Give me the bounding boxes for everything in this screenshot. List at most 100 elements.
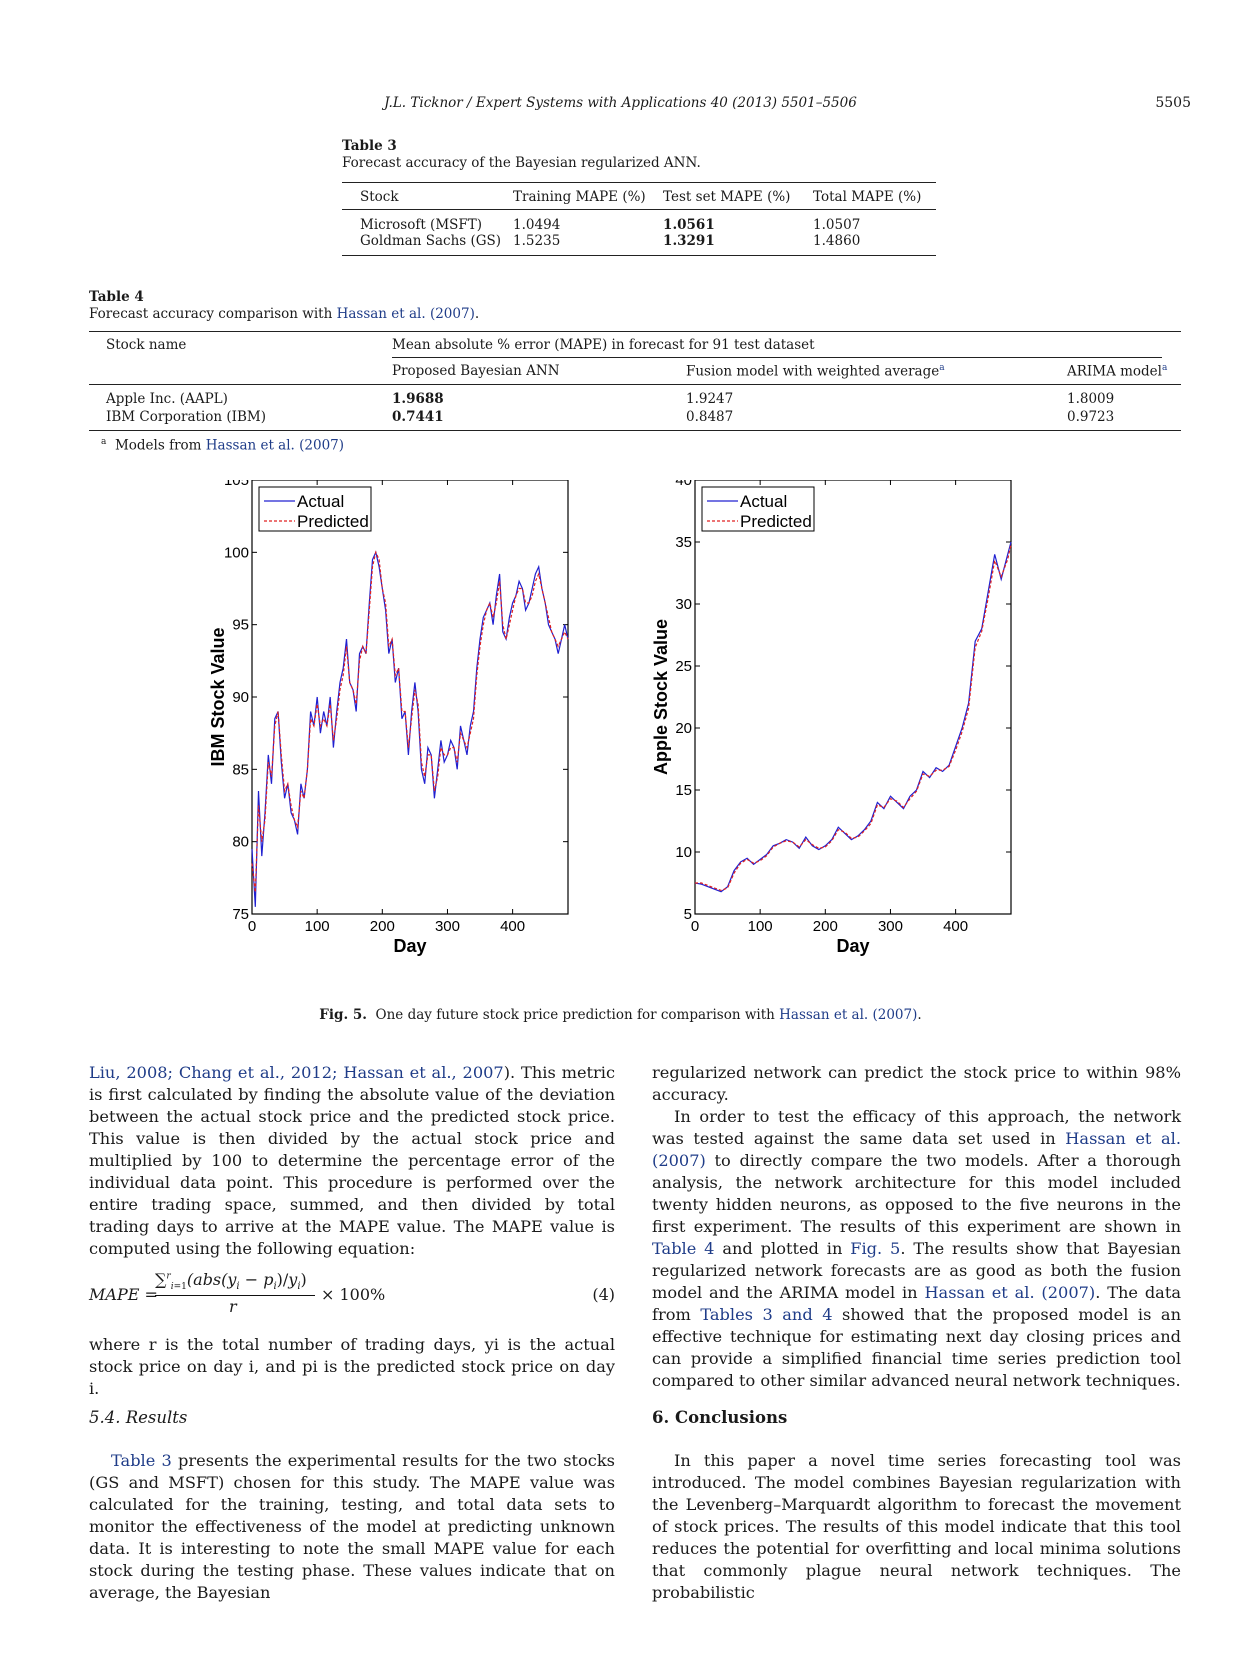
x-tick-label: 300 [435,918,460,935]
x-tick-label: 400 [500,918,525,935]
table4-col-ann: 1.9688 0.7441 [392,390,444,426]
series-line-predicted [251,550,569,893]
table4-col-fusion: 1.9247 0.8487 [686,390,733,426]
legend-label: Actual [297,492,344,511]
citation-link[interactable]: Hassan et al. (2007) [924,1283,1096,1302]
table3-cell: 1.5235 [513,233,561,249]
paragraph-text: to directly compare the two models. Afte… [652,1151,1181,1236]
y-tick-label: 80 [232,834,249,851]
table4-cell: 1.8009 [1067,391,1115,407]
table3-header: Total MAPE (%) [813,189,922,205]
table-link[interactable]: Table 3 [111,1451,172,1470]
citation-link[interactable]: Hassan et al. (2007) [779,1007,918,1023]
table4-subheader-text: Fusion model with weighted average [686,363,940,380]
table4-stock-header: Stock name [106,337,187,353]
legend-label: Predicted [740,512,812,531]
citation-link[interactable]: Hassan et al. (2007) [652,1129,1181,1170]
table-link[interactable]: Table 4 [652,1239,715,1258]
table4-col-arima: 1.8009 0.9723 [1067,390,1114,426]
apple-chart: 5 10 15 20 25 30 35 40 0 100 200 300 400 Day Apple Sto… [648,472,1068,1004]
y-tick-label: 75 [232,906,249,923]
figure-label: Fig. 5. [319,1007,367,1023]
x-tick-label: 0 [248,918,256,935]
table3-cell: Microsoft (MSFT) [360,217,483,233]
paragraph-text: . The results show that Bayesian regular… [652,1239,1181,1302]
x-tick-label: 400 [943,918,968,935]
y-tick-label: 95 [232,617,249,634]
table-row: Microsoft (MSFT) 1.0494 1.0561 1.0507 [342,210,936,233]
paragraph: In this paper a novel time series foreca… [652,1451,1181,1602]
legend-box [701,486,815,532]
left-column-results: Table 3 presents the experimental result… [89,1450,615,1604]
citation-link[interactable]: Liu, 2008; Chang et al., 2012; Hassan et… [89,1063,504,1082]
y-tick-label: 100 [224,544,249,561]
table4-caption-end: . [474,306,480,322]
fraction-bar [155,1295,315,1296]
table4-group-rule [392,357,1162,358]
left-column-cont: where r is the total number of trading d… [89,1334,615,1400]
footnote-ref[interactable]: a [1162,363,1168,373]
table4-subheader: Fusion model with weighted averagea [686,363,945,380]
table4-bottom-rule [89,430,1181,431]
y-tick-label: 15 [675,782,692,799]
paragraph: presents the experimental results for th… [89,1451,615,1602]
y-axis-label: Apple Stock Value [651,619,671,775]
table4-subheader: ARIMA modela [1067,363,1167,380]
figure-caption: Fig. 5. One day future stock price predi… [0,1007,1241,1023]
equation-number: (4) [592,1285,615,1304]
section-heading: 5.4. Results [89,1408,188,1427]
table4-label: Table 4 [89,289,144,305]
y-axis-label: IBM Stock Value [208,627,228,766]
legend-label: Predicted [297,512,369,531]
table4-caption-block: Table 4 Forecast accuracy comparison wit… [89,289,479,323]
table3-header: Training MAPE (%) [513,189,646,205]
equation-denominator: r [229,1297,237,1316]
figure-link[interactable]: Fig. 5 [850,1239,901,1258]
table3-header: Test set MAPE (%) [663,189,791,205]
right-column: regularized network can predict the stoc… [652,1062,1181,1392]
table3-header: Stock [360,189,399,205]
table4-cell: 0.7441 [392,409,444,425]
x-axis-label: Day [836,936,869,956]
legend-label: Actual [740,492,787,511]
table4-mid-rule [89,384,1181,385]
x-tick-label: 200 [813,918,838,935]
table4-subheader-text: ARIMA model [1067,363,1162,380]
citation-link[interactable]: Hassan et al. (2007) [205,437,345,454]
y-tick-label: 85 [232,761,249,778]
paragraph: where r is the total number of trading d… [89,1335,615,1398]
series-line-predicted [695,544,1012,892]
table4-footnote: a Models from Hassan et al. (2007) [101,437,344,454]
citation-link[interactable]: Hassan et al. (2007) [336,306,475,322]
table3: Stock Training MAPE (%) Test set MAPE (%… [342,182,936,256]
table4-top-rule [89,331,1181,332]
equation-rhs: × 100% [321,1285,386,1304]
y-tick-label: 105 [224,480,249,489]
figure-caption-end: . [917,1007,922,1023]
x-tick-label: 100 [305,918,330,935]
legend-box [258,486,372,532]
y-tick-label: 90 [232,689,249,706]
x-tick-label: 100 [748,918,773,935]
paragraph: regularized network can predict the stoc… [652,1063,1181,1104]
footnote-ref[interactable]: a [939,363,945,373]
table-link[interactable]: Tables 3 and 4 [700,1305,833,1324]
running-head: J.L. Ticknor / Expert Systems with Appli… [384,95,857,111]
footnote-mark: a [101,437,107,447]
x-tick-label: 0 [691,918,699,935]
table4-caption: Forecast accuracy comparison with [89,306,337,322]
x-tick-label: 200 [370,918,395,935]
figure-caption-text: One day future stock price prediction fo… [375,1007,780,1023]
equation-numerator-text: (abs(y [186,1270,237,1289]
table3-label: Table 3 [342,138,397,154]
table4-cell: Apple Inc. (AAPL) [106,391,228,407]
paragraph-text: and plotted in [714,1239,851,1258]
plot-frame [694,479,1012,915]
table3-cell: 1.0507 [813,217,861,233]
table4-cell: 0.9723 [1067,409,1115,425]
table3-cell: Goldman Sachs (GS) [360,233,502,249]
y-tick-label: 30 [675,596,692,613]
table-row: Goldman Sachs (GS) 1.5235 1.3291 1.4860 [342,233,936,256]
right-column-conclusions: In this paper a novel time series foreca… [652,1450,1181,1604]
